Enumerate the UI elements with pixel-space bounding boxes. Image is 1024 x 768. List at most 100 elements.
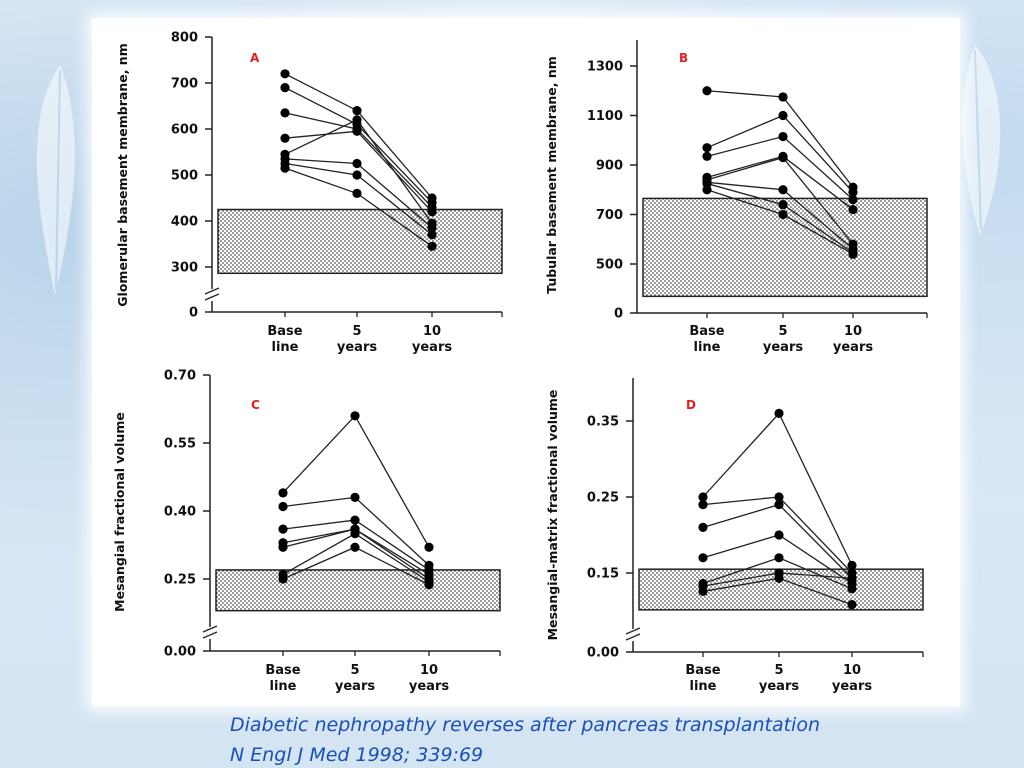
x-tick-label: years [335,679,375,694]
y-tick-label: 0 [189,306,198,321]
y-tick-label: 0.00 [164,645,196,660]
data-point [424,580,434,590]
data-point [778,110,788,121]
data-point [278,501,288,512]
data-point [350,542,360,552]
data-point [774,573,784,583]
y-tick-label: 400 [171,215,198,230]
y-tick-label: 0 [614,307,623,322]
data-point [778,152,788,163]
y-tick-label: 500 [596,258,623,273]
data-point [352,115,362,125]
x-tick-label: 5 [350,663,359,678]
y-tick-label: 800 [171,31,198,46]
x-tick-label: years [759,679,799,694]
data-point [280,163,290,173]
y-axis-title: Tubular basement membrane, nm [544,56,559,294]
caption-title: Diabetic nephropathy reverses after panc… [230,714,820,736]
data-point [698,522,708,533]
y-tick-label: 700 [596,208,623,223]
data-point [848,187,858,197]
data-point [350,529,360,539]
data-point [352,106,362,116]
data-point [774,492,784,502]
axis-break-mark [202,625,218,633]
data-point [278,488,288,498]
x-tick-label: line [272,340,299,355]
data-point [352,158,362,169]
data-point [280,69,290,79]
panel-label: A [250,51,260,65]
data-point [427,230,437,240]
data-point [427,207,437,217]
data-point [702,185,712,195]
data-point [280,83,290,93]
panel-label: D [686,398,696,412]
x-tick-label: years [763,340,803,355]
axis-break-mark [625,627,641,635]
x-tick-label: Base [267,324,302,339]
data-point [352,126,362,136]
chart-panel-d: 0.000.150.250.35Baseline5years10yearsMes… [545,378,924,694]
y-tick-label: 1100 [587,109,623,124]
x-tick-label: 5 [774,663,783,678]
x-tick-label: years [337,340,377,355]
x-tick-label: 10 [423,324,441,339]
y-tick-label: 0.25 [164,573,196,588]
data-point [350,492,360,502]
data-point [778,200,788,210]
data-point [698,500,708,510]
panel-label: C [251,398,260,412]
y-tick-label: 0.25 [587,491,619,506]
y-tick-label: 0.40 [164,505,196,520]
x-tick-label: 5 [352,324,361,339]
data-point [702,151,712,161]
data-point [698,492,708,502]
data-point [848,249,858,259]
leaf-decoration-left [36,65,75,295]
data-point [774,500,784,510]
y-tick-label: 700 [171,77,198,92]
y-tick-label: 0.55 [164,437,196,452]
data-point [424,542,434,552]
data-point [350,411,360,421]
chart-panel-c: 0.000.250.400.550.70Baseline5years10year… [112,369,501,694]
axis-break-mark [204,293,220,301]
caption-citation: N Engl J Med 1998; 339:69 [230,744,484,766]
x-tick-label: line [270,679,297,694]
y-axis-title: Mesangial fractional volume [112,412,127,612]
data-point [778,209,788,220]
data-point [778,185,788,195]
data-point [427,223,437,233]
leaf-decoration-right [962,45,1001,235]
chart-panel-b: 050070090011001300Baseline5years10yearsT… [544,40,928,355]
y-axis-title: Glomerular basement membrane, nm [115,43,130,306]
data-point [350,515,360,525]
series-line [702,503,853,579]
data-point [352,170,362,180]
y-axis-title: Mesangial-matrix fractional volume [545,390,560,641]
data-point [778,131,788,142]
y-tick-label: 600 [171,123,198,138]
x-tick-label: line [694,340,721,355]
data-point [774,408,784,418]
y-tick-label: 0.35 [587,415,619,430]
y-tick-label: 900 [596,159,623,174]
data-point [278,542,288,552]
data-point [847,584,857,594]
y-tick-label: 500 [171,169,198,184]
data-point [774,553,784,563]
y-tick-label: 0.15 [587,567,619,582]
data-point [280,108,290,118]
panel-label: B [679,51,688,65]
x-tick-label: 10 [420,663,438,678]
y-tick-label: 1300 [587,60,623,75]
data-point [698,553,708,563]
data-point [778,92,788,102]
axis-break-mark [204,287,220,295]
axis-break-mark [202,631,218,639]
data-point [847,600,857,610]
x-tick-label: Base [265,663,300,678]
data-point [702,143,712,153]
